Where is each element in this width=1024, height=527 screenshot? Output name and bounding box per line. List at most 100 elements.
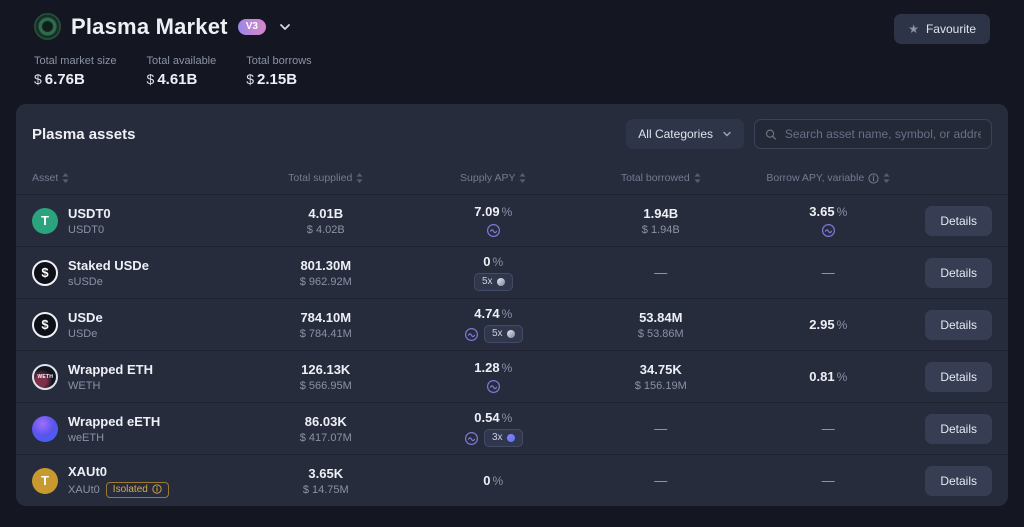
- supplied-amount: 784.10M: [300, 309, 352, 325]
- version-badge: V3: [237, 18, 266, 35]
- asset-row-usde[interactable]: $ USDe USDe 784.10M $ 784.41M 4.74% 5x 5…: [16, 298, 1008, 350]
- points-multiplier-badge[interactable]: 3x: [483, 429, 523, 447]
- supply-apy-value: 0: [483, 473, 491, 488]
- total-supplied-cell: 801.30M $ 962.92M: [242, 258, 410, 288]
- column-label: Total supplied: [288, 172, 353, 184]
- stat-total-borrows: Total borrows $2.15B: [246, 55, 311, 88]
- supplied-usd: $ 962.92M: [299, 275, 352, 288]
- info-icon[interactable]: [868, 172, 879, 184]
- column-header-asset[interactable]: Asset: [32, 172, 242, 184]
- stat-value: 6.76B: [44, 71, 85, 88]
- currency-symbol: $: [146, 71, 155, 87]
- susde-token-icon: $: [32, 259, 58, 286]
- column-label: Asset: [32, 172, 59, 184]
- token-label: WETH: [37, 373, 53, 380]
- asset-name: Wrapped eETH: [68, 413, 161, 429]
- stat-label: Total borrows: [246, 55, 312, 67]
- supplied-usd: $ 784.41M: [299, 327, 352, 340]
- market-header-left: Plasma Market V3 Total market size $6.76…: [34, 13, 312, 88]
- asset-name: USDe: [68, 309, 103, 325]
- borrowed-usd: $ 53.86M: [637, 327, 684, 340]
- column-header-total-borrowed[interactable]: Total borrowed: [577, 172, 745, 184]
- asset-cell: $ Staked USDe sUSDe: [32, 258, 242, 288]
- total-borrowed-cell: 1.94B $ 1.94B: [577, 206, 745, 236]
- weeth-token-icon: [32, 415, 58, 442]
- borrowed-usd: $ 156.19M: [634, 379, 687, 392]
- details-button[interactable]: Details: [925, 413, 992, 444]
- percent-sign: %: [836, 370, 848, 384]
- usdt0-token-icon: T: [32, 207, 58, 234]
- column-header-supply-apy[interactable]: Supply APY: [410, 172, 578, 184]
- supply-apy-cell: 0.54% 3x: [410, 410, 578, 447]
- search-input[interactable]: [784, 127, 981, 141]
- asset-row-weeth[interactable]: Wrapped eETH weETH 86.03K $ 417.07M 0.54…: [16, 402, 1008, 454]
- category-filter-dropdown[interactable]: All Categories: [626, 119, 744, 149]
- asset-cell: $ USDe USDe: [32, 310, 242, 340]
- empty-value: —: [821, 421, 835, 436]
- isolated-label: Isolated: [112, 483, 148, 495]
- sort-icon: [883, 173, 890, 183]
- column-header-borrow-apy[interactable]: Borrow APY, variable: [745, 172, 913, 184]
- ethena-points-icon: [496, 277, 505, 286]
- total-supplied-cell: 4.01B $ 4.02B: [242, 206, 410, 236]
- percent-sign: %: [501, 411, 513, 425]
- page-title: Plasma Market: [71, 13, 228, 39]
- percent-sign: %: [501, 204, 513, 219]
- column-header-total-supplied[interactable]: Total supplied: [242, 172, 410, 184]
- empty-value: —: [654, 265, 668, 280]
- supplied-amount: 4.01B: [308, 205, 344, 221]
- total-supplied-cell: 86.03K $ 417.07M: [242, 414, 410, 444]
- merit-reward-icon[interactable]: [464, 327, 479, 342]
- details-button[interactable]: Details: [925, 257, 992, 288]
- stat-value: 2.15B: [257, 71, 298, 88]
- panel-title: Plasma assets: [32, 125, 136, 143]
- merit-reward-icon[interactable]: [486, 223, 501, 238]
- supply-apy-value: 1.28: [474, 359, 500, 375]
- merit-reward-icon[interactable]: [464, 431, 479, 446]
- borrow-apy-cell: —: [745, 265, 913, 280]
- market-stats: Total market size $6.76B Total available…: [34, 55, 312, 88]
- asset-symbol: weETH: [68, 431, 105, 444]
- asset-row-xaut0[interactable]: T XAUt0 XAUt0 Isolated 3.65K $ 14.75M 0%…: [16, 454, 1008, 506]
- merit-reward-icon[interactable]: [486, 379, 501, 394]
- multiplier-value: 5x: [491, 328, 503, 339]
- search-box[interactable]: [754, 119, 992, 149]
- empty-value: —: [821, 265, 835, 280]
- asset-row-weth[interactable]: WETH Wrapped ETH WETH 126.13K $ 566.95M …: [16, 350, 1008, 402]
- total-borrowed-cell: 53.84M $ 53.86M: [577, 310, 745, 340]
- details-button[interactable]: Details: [925, 465, 992, 496]
- asset-cell: T USDT0 USDT0: [32, 206, 242, 236]
- supplied-usd: $ 566.95M: [299, 379, 352, 392]
- isolated-badge[interactable]: Isolated: [105, 481, 169, 498]
- asset-row-susde[interactable]: $ Staked USDe sUSDe 801.30M $ 962.92M 0%…: [16, 246, 1008, 298]
- chevron-down-icon: [723, 131, 731, 137]
- asset-row-usdt0[interactable]: T USDT0 USDT0 4.01B $ 4.02B 7.09% 1.94B …: [16, 194, 1008, 246]
- currency-symbol: $: [246, 71, 255, 87]
- details-button[interactable]: Details: [925, 361, 992, 392]
- supply-apy-value: 0.54: [474, 410, 500, 425]
- total-supplied-cell: 3.65K $ 14.75M: [242, 466, 410, 496]
- asset-symbol: WETH: [68, 379, 101, 392]
- supply-apy-cell: 4.74% 5x: [410, 306, 578, 343]
- supplied-usd: $ 14.75M: [302, 483, 349, 496]
- percent-sign: %: [836, 204, 848, 219]
- supplied-usd: $ 417.07M: [299, 431, 352, 444]
- stat-label: Total market size: [34, 55, 117, 67]
- etherfi-points-icon: [506, 433, 515, 442]
- multiplier-value: 3x: [491, 432, 503, 443]
- asset-name: USDT0: [68, 205, 111, 221]
- points-multiplier-badge[interactable]: 5x: [473, 273, 513, 291]
- sort-icon: [519, 173, 526, 183]
- points-multiplier-badge[interactable]: 5x: [483, 325, 523, 343]
- market-switcher-chevron-down-icon[interactable]: [276, 18, 294, 36]
- details-button[interactable]: Details: [925, 309, 992, 340]
- sort-icon: [62, 173, 69, 183]
- asset-symbol: USDT0: [68, 223, 105, 236]
- favourite-button[interactable]: ★ Favourite: [894, 14, 990, 44]
- borrow-apy-cell: —: [745, 421, 913, 436]
- assets-panel: Plasma assets All Categories Asset Total…: [16, 104, 1008, 506]
- borrowed-amount: 34.75K: [639, 361, 682, 377]
- details-button[interactable]: Details: [925, 205, 992, 236]
- merit-reward-icon[interactable]: [821, 223, 836, 238]
- asset-name: Staked USDe: [68, 257, 149, 273]
